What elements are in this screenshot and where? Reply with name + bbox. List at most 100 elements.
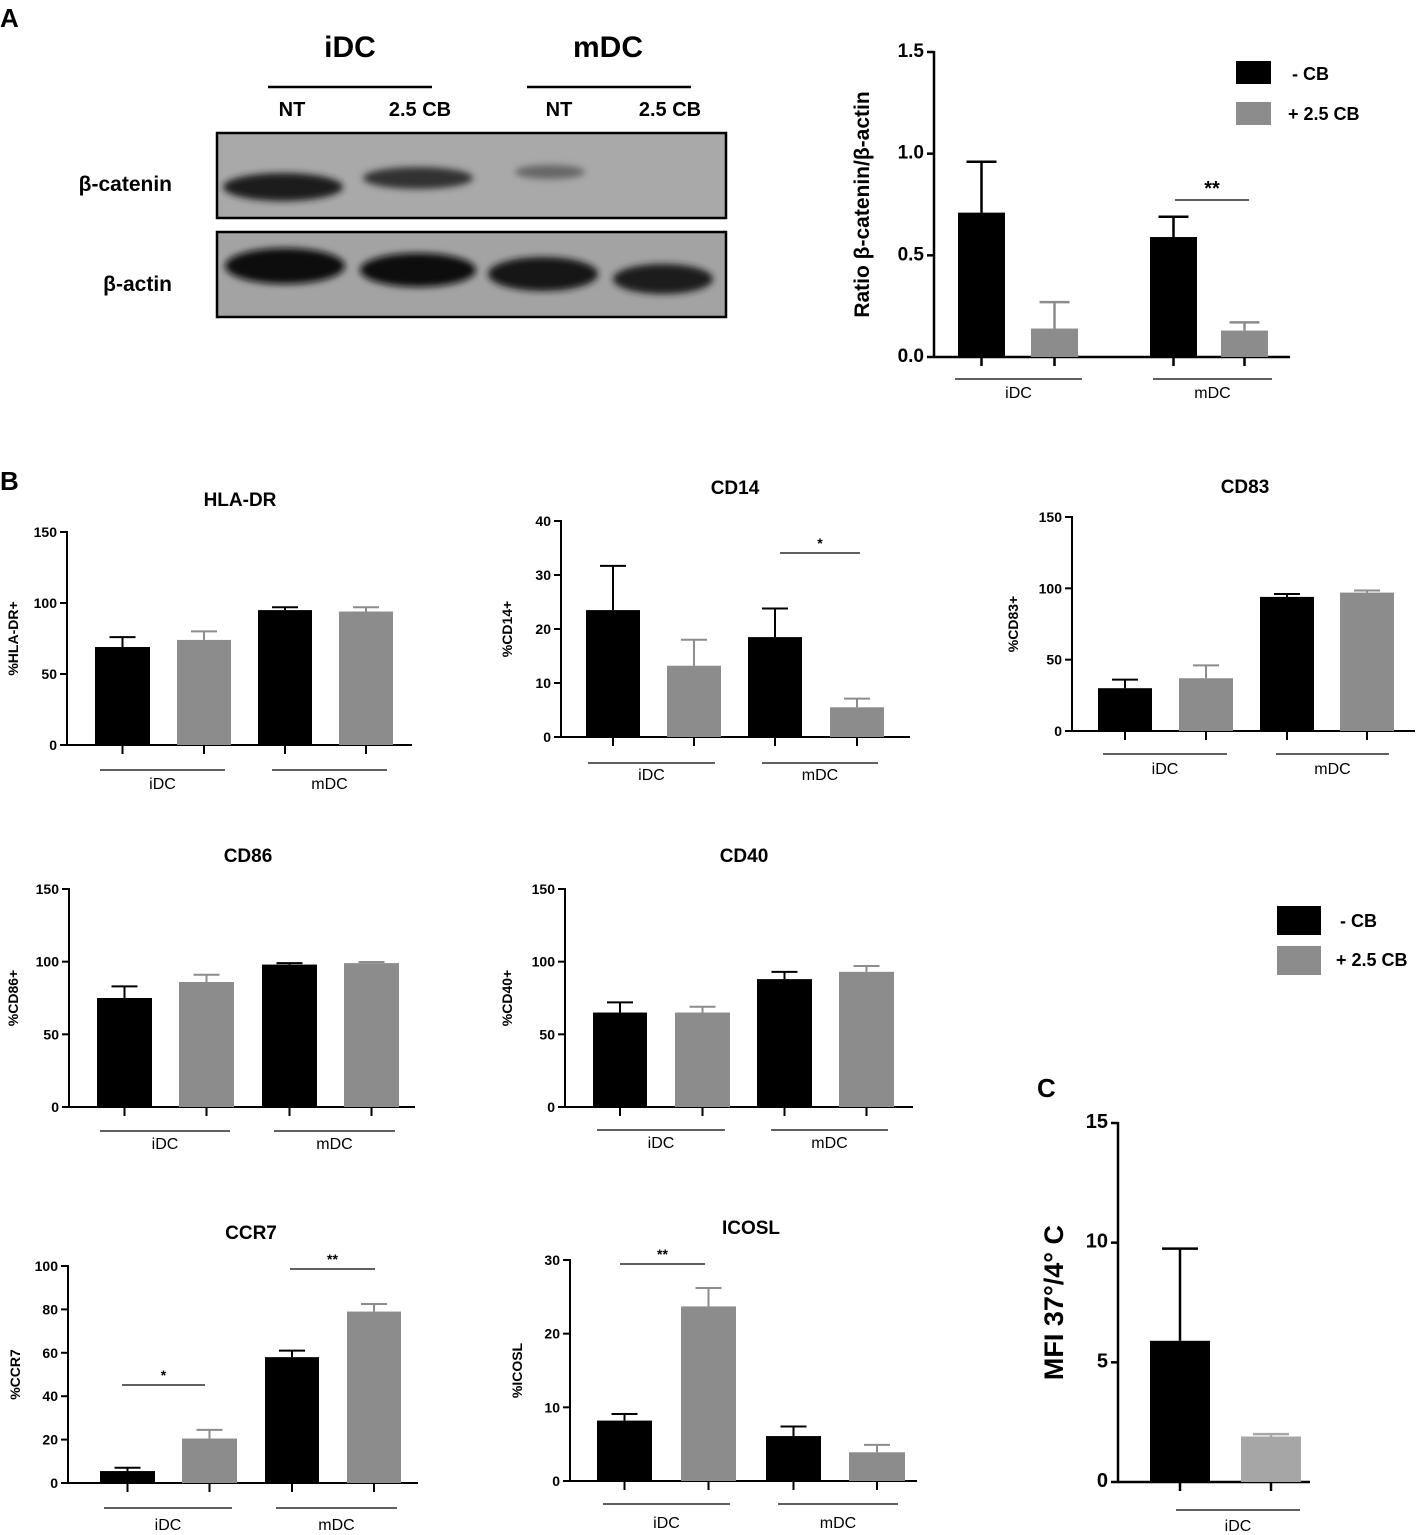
bar-mdc-plus-cb [839, 971, 894, 1107]
significance-label: * [161, 1367, 167, 1383]
bar-mdc-minus-cb [748, 637, 802, 737]
y-tick-label: 0 [547, 1099, 555, 1115]
y-tick-label: 1.0 [898, 143, 924, 164]
chart-title: HLA-DR [204, 490, 277, 511]
y-tick-label: 80 [42, 1301, 58, 1317]
legend-a: - CB + 2.5 CB [1236, 61, 1360, 125]
bar-mdc-plus-cb [1221, 330, 1268, 357]
y-axis-label: %ICOSL [509, 1342, 525, 1398]
y-tick-label: 50 [539, 1026, 555, 1042]
bar-idc-minus-cb [958, 212, 1005, 357]
y-tick-label: 1.5 [898, 41, 925, 62]
blot-band [225, 248, 345, 284]
group-label-mdc: mDC [1314, 761, 1350, 778]
chart-title: CD83 [1221, 477, 1270, 498]
bar-mdc-minus-cb [1150, 237, 1197, 357]
bar-idc-plus-cb [681, 1306, 736, 1481]
bar-idc-plus-cb [1031, 328, 1078, 357]
blot-lane-2: 2.5 CB [389, 99, 451, 121]
y-tick-label: 0 [49, 737, 57, 753]
bar-idc-minus-cb [1098, 688, 1152, 731]
panel-label-a: A [0, 3, 19, 33]
y-tick-label: 150 [1039, 509, 1063, 525]
legend-swatch-plus-cb [1236, 102, 1271, 125]
chart-title: CCR7 [225, 1223, 277, 1244]
y-tick-label: 0 [1054, 723, 1062, 739]
y-tick-label: 100 [36, 954, 60, 970]
blot-lane-1: NT [279, 99, 306, 121]
y-axis-label: MFI 37°/4° C [1039, 1225, 1069, 1380]
y-tick-label: 100 [34, 595, 58, 611]
bar-idc-plus-cb [1179, 678, 1233, 731]
bar-idc-minus-cb [100, 1471, 155, 1483]
group-label-mdc: mDC [820, 1515, 856, 1532]
legend-swatch-plus-cb [1277, 946, 1321, 975]
blot-band [488, 257, 598, 291]
y-tick-label: 20 [535, 621, 551, 637]
bar-idc-minus-cb [95, 647, 150, 745]
significance-label: * [817, 535, 823, 551]
bar-mdc-plus-cb [849, 1452, 905, 1481]
y-tick-label: 100 [1039, 580, 1063, 596]
chart-cd40: CD40 0 50 100 150 %CD40+ iDC mDC [499, 846, 913, 1152]
y-tick-label: 0 [51, 1099, 59, 1115]
y-tick-label: 0 [543, 729, 551, 745]
bar-idc-plus-cb [667, 665, 721, 737]
y-tick-label: 10 [544, 1399, 560, 1415]
legend-swatch-minus-cb [1277, 906, 1321, 935]
chart-hla-dr: HLA-DR 0 50 100 150 %HLA-DR+ iDC mDC [5, 490, 412, 793]
y-tick-label: 100 [35, 1258, 59, 1274]
chart-c: 0 5 10 15 MFI 37°/4° C iDC [1039, 1111, 1310, 1535]
legend-label-minus-cb: - CB [1340, 911, 1377, 931]
bar-mdc-minus-cb [766, 1436, 821, 1481]
group-label-mdc: mDC [1194, 385, 1230, 402]
bar-mdc-plus-cb [339, 611, 393, 745]
group-label-idc: iDC [1152, 761, 1179, 778]
bar-idc-minus-cb [586, 610, 640, 737]
bar-mdc-plus-cb [1340, 592, 1394, 731]
significance-label: ** [1204, 178, 1220, 200]
panel-label-c: C [1037, 1073, 1056, 1103]
significance-label: ** [657, 1246, 668, 1262]
chart-title: ICOSL [722, 1218, 780, 1239]
y-tick-label: 50 [43, 1026, 59, 1042]
y-tick-label: 100 [532, 954, 556, 970]
blot-group-mdc: mDC [573, 31, 643, 64]
chart-icosl: ICOSL 0 10 20 30 %ICOSL iDC mDC ** [509, 1218, 917, 1532]
y-axis-label: %CCR7 [7, 1349, 23, 1400]
charts: 0.0 0.5 1.0 1.5 Ratio β-catenin/β-actin iDC mD… [5, 41, 1415, 1535]
western-blot: iDC mDC NT 2.5 CB NT 2.5 CB β-catenin β-… [79, 31, 728, 319]
y-axis-label: %CD86+ [5, 970, 21, 1026]
y-tick-label: 0 [552, 1473, 560, 1489]
blot-band [515, 165, 585, 179]
bar-idc-plus-cb [182, 1438, 237, 1483]
bar-idc-minus-cb [593, 1012, 647, 1107]
legend-b: - CB + 2.5 CB [1277, 906, 1408, 975]
chart-title: CD40 [720, 846, 769, 867]
group-label-mdc: mDC [802, 767, 838, 784]
y-tick-label: 10 [1086, 1231, 1108, 1253]
blot-lane-4: 2.5 CB [639, 99, 701, 121]
bar-mdc-minus-cb [757, 979, 812, 1107]
blot-lane-3: NT [546, 99, 573, 121]
bar-idc-plus-cb [179, 982, 234, 1107]
bar-mdc-plus-cb [347, 1311, 401, 1483]
y-axis-label: Ratio β-catenin/β-actin [851, 91, 874, 317]
bar-mdc-minus-cb [1260, 596, 1314, 731]
y-axis-label: %HLA-DR+ [5, 601, 21, 675]
bar-idc-minus-cb [1150, 1340, 1210, 1482]
significance-label: ** [327, 1251, 338, 1267]
group-label-mdc: mDC [311, 776, 347, 793]
bar-mdc-plus-cb [830, 707, 884, 737]
y-tick-label: 0.0 [898, 346, 924, 367]
y-tick-label: 20 [544, 1326, 560, 1342]
y-tick-label: 0.5 [898, 244, 925, 265]
y-tick-label: 20 [42, 1432, 58, 1448]
y-tick-label: 0 [50, 1475, 58, 1491]
group-label-idc: iDC [155, 1517, 182, 1534]
group-label-mdc: mDC [316, 1136, 352, 1153]
chart-cd86: CD86 0 50 100 150 %CD86+ iDC mDC [5, 846, 415, 1153]
blot-band [223, 173, 343, 201]
group-label-idc: iDC [152, 1136, 179, 1153]
